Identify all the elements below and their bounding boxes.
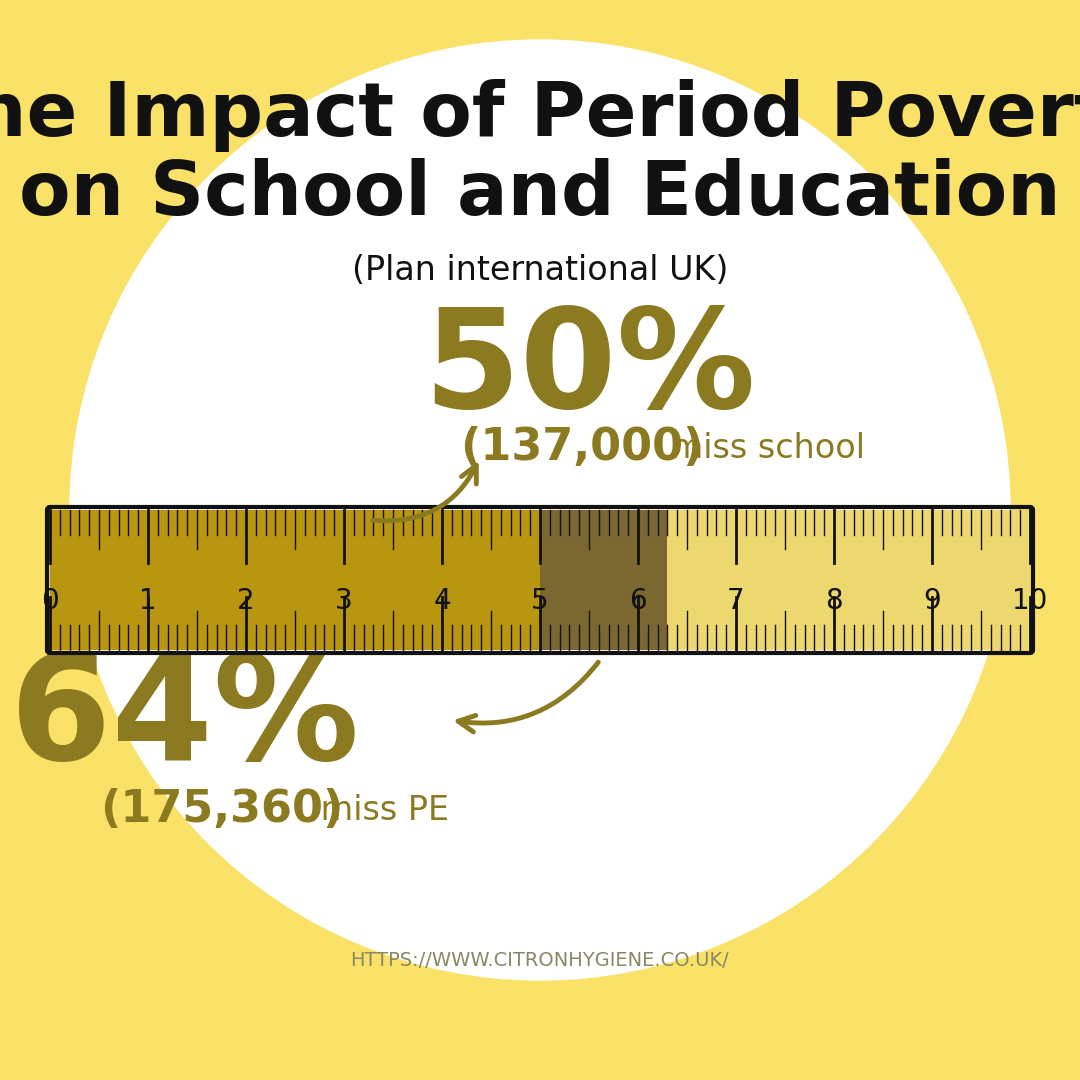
Text: 1: 1 (139, 588, 157, 615)
Text: 6: 6 (630, 588, 647, 615)
Text: 10: 10 (1012, 588, 1048, 615)
Text: The Impact of Period Poverty: The Impact of Period Poverty (0, 79, 1080, 151)
Text: (137,000): (137,000) (460, 427, 703, 470)
FancyArrowPatch shape (373, 465, 476, 521)
Bar (540, 510, 667, 650)
Text: 8: 8 (825, 588, 842, 615)
Text: 64%: 64% (11, 649, 360, 791)
Text: HTTPS://WWW.CITRONHYGIENE.CO.UK/: HTTPS://WWW.CITRONHYGIENE.CO.UK/ (351, 950, 729, 970)
Text: (175,360): (175,360) (100, 788, 343, 832)
Text: on School and Education: on School and Education (19, 159, 1061, 231)
Bar (50, 510, 1030, 650)
Text: miss PE: miss PE (310, 794, 449, 826)
Text: 3: 3 (335, 588, 353, 615)
Text: 0: 0 (41, 588, 59, 615)
Text: miss school: miss school (660, 432, 865, 464)
Text: 9: 9 (923, 588, 941, 615)
Circle shape (70, 40, 1010, 980)
Text: 7: 7 (727, 588, 745, 615)
FancyArrowPatch shape (458, 662, 598, 732)
Text: 5: 5 (531, 588, 549, 615)
Text: (Plan international UK): (Plan international UK) (352, 254, 728, 286)
Text: 4: 4 (433, 588, 450, 615)
Text: 2: 2 (238, 588, 255, 615)
Text: 50%: 50% (423, 302, 756, 437)
Bar (638, 510, 1030, 650)
